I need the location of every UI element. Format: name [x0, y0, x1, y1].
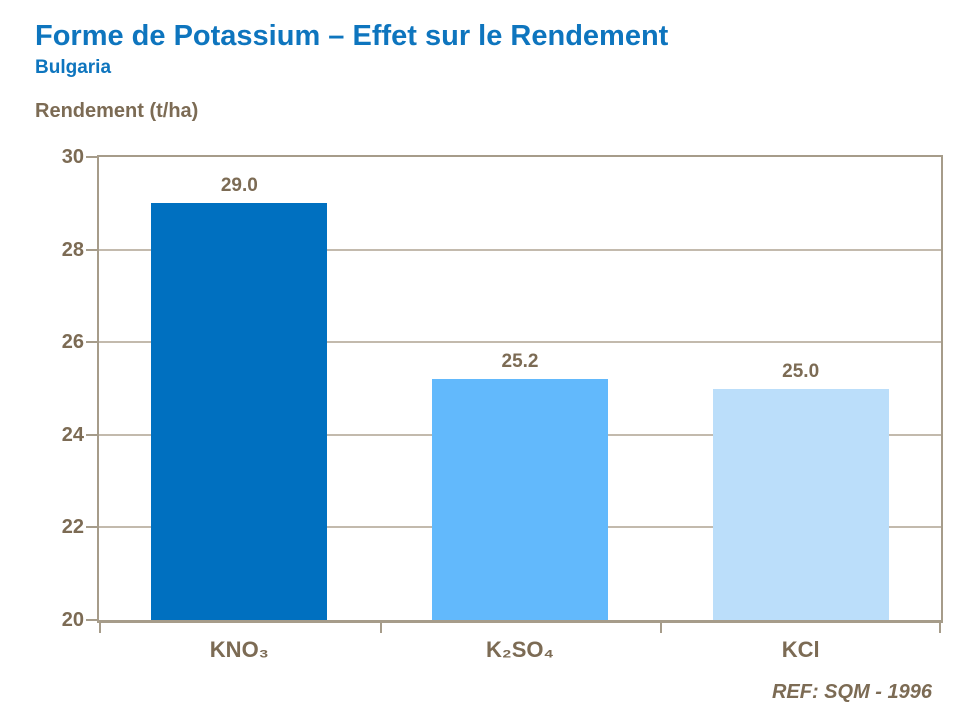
y-tick-label: 28 [61, 238, 84, 261]
x-tick-label: K₂SO₄ [486, 637, 554, 662]
x-tick-mark [660, 623, 663, 633]
bar [712, 388, 889, 620]
gridline [99, 341, 941, 344]
y-tick-mark [86, 619, 97, 621]
bar-value-label: 29.0 [220, 175, 258, 197]
chart-title: Forme de Potassium – Effet sur le Rendem… [35, 20, 669, 52]
reference-note: REF: SQM - 1996 [771, 681, 932, 703]
x-tick-label: KCl [781, 637, 820, 662]
x-tick-mark [379, 623, 382, 633]
y-tick-mark [86, 526, 97, 529]
y-tick-label: 22 [61, 516, 84, 539]
y-axis-title: Rendement (t/ha) [35, 100, 199, 122]
bar [151, 203, 328, 620]
plot-area: 20 22 24 26 28 30 29.0 KNO₃ 25.2 K₂SO₄ 25.0 KCl [62, 146, 943, 662]
gridline [99, 248, 941, 251]
y-tick-label: 30 [61, 146, 84, 168]
y-tick-mark [86, 341, 97, 344]
x-tick-mark [99, 623, 101, 633]
chart-subtitle: Bulgaria [35, 57, 112, 78]
bar-value-label: 25.2 [501, 351, 539, 373]
x-tick-mark [939, 623, 941, 633]
y-tick-label: 26 [61, 331, 84, 354]
y-tick-label: 20 [61, 609, 84, 631]
y-tick-mark [86, 156, 97, 158]
bar-value-label: 25.0 [782, 360, 820, 382]
y-tick-mark [86, 433, 97, 436]
y-tick-label: 24 [61, 423, 84, 446]
y-tick-mark [86, 248, 97, 251]
x-tick-label: KNO₃ [209, 637, 269, 662]
bar [432, 379, 608, 620]
